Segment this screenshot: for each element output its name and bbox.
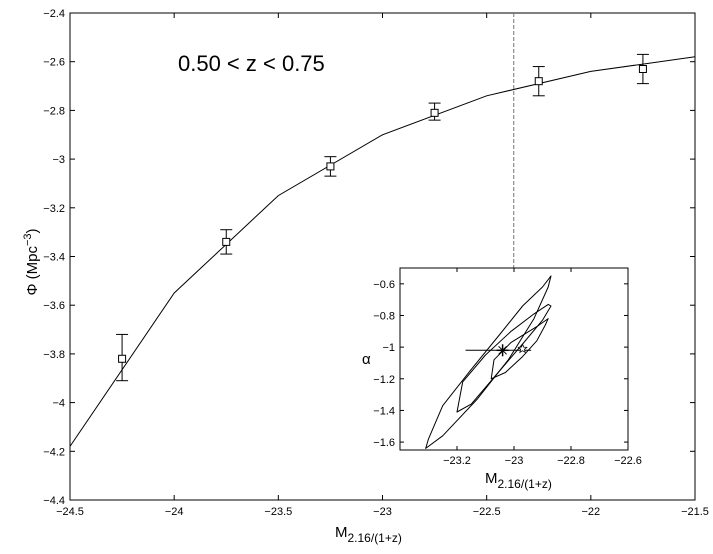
inset-x-ticks: −23.2 −23 −22.8 −22.6: [443, 268, 642, 467]
inset-y-ticks: −0.6 −0.8 −1 −1.2 −1.4 −1.6: [373, 279, 628, 449]
x-tick-label: −23.5: [264, 506, 292, 518]
main-y-ticks: −4.4 −4.2 −4 −3.8 −3.6 −3.4 −3.2 −3 −2.8 −2.6 −2.4: [43, 8, 695, 507]
y-tick-label: −4: [52, 398, 65, 410]
inset-y-tick-label: −1.2: [373, 374, 395, 386]
x-tick-label: −23: [373, 506, 392, 518]
data-point: [532, 66, 545, 97]
x-tick-label: −22: [581, 506, 600, 518]
redshift-annotation: 0.50 < z < 0.75: [178, 51, 325, 76]
inset-x-tick-label: −22.8: [557, 455, 585, 467]
model-curve: [69, 56, 696, 447]
y-tick-label: −3.2: [43, 203, 65, 215]
inset-background: [400, 268, 628, 450]
y-tick-label: −3.8: [43, 349, 65, 361]
y-tick-label: −4.4: [43, 495, 65, 507]
square-marker: [222, 237, 231, 246]
inset-plot: −23.2 −23 −22.8 −22.6 −0.6 −0.8 −1 −1.2 −1.4 −1.…: [362, 267, 642, 491]
best-fit-cross-d2: [498, 345, 507, 355]
y-tick-label: −4.2: [43, 446, 65, 458]
contour-line: [425, 275, 552, 449]
inset-y-tick-label: −0.6: [373, 279, 395, 291]
square-marker: [430, 108, 439, 117]
main-plot: −24.5 −24 −23.5 −23 −22.5 −22 −21.5 −4.4−4.2−4…: [22, 8, 709, 545]
data-point: [220, 229, 233, 255]
data-point: [116, 333, 129, 382]
inset-x-tick-label: −23: [505, 455, 524, 467]
main-x-ticks: −24.5 −24 −23.5 −23 −22.5 −22 −21.5: [56, 13, 709, 518]
data-point: [636, 53, 649, 85]
inset-x-axis-label: M2.16/(1+z): [485, 470, 552, 491]
y-tick-label: −3.6: [43, 300, 65, 312]
best-fit-marker: [465, 343, 532, 357]
square-marker: [326, 162, 335, 171]
y-tick-label: −3.4: [43, 252, 65, 264]
data-point: [428, 102, 441, 121]
star-marker: [517, 343, 528, 354]
square-marker: [118, 354, 127, 363]
main-x-axis-label: M2.16/(1+z): [335, 524, 402, 545]
x-tick-label: −24.5: [56, 506, 84, 518]
y-tick-label: −2.8: [43, 105, 65, 117]
data-point: [324, 156, 337, 177]
contour-line: [456, 303, 552, 413]
x-tick-label: −24: [165, 506, 184, 518]
y-tick-label: −2.6: [43, 57, 65, 69]
y-tick-label: −2.4: [43, 8, 65, 20]
data-points: [116, 53, 649, 382]
inset-x-tick-label: −23.2: [443, 455, 471, 467]
square-marker: [638, 65, 647, 74]
inset-y-axis-label: α: [362, 351, 371, 368]
main-y-axis-label: Φ (Mpc−3): [22, 228, 41, 295]
x-tick-label: −21.5: [681, 506, 709, 518]
inset-x-tick-label: −22.6: [614, 455, 642, 467]
inset-y-tick-label: −1.6: [373, 437, 395, 449]
y-tick-label: −3: [52, 154, 65, 166]
x-tick-label: −22.5: [473, 506, 501, 518]
inset-y-tick-label: −0.8: [373, 310, 395, 322]
square-marker: [534, 77, 543, 86]
inset-y-tick-label: −1.4: [373, 405, 395, 417]
inset-y-tick-label: −1: [382, 342, 395, 354]
